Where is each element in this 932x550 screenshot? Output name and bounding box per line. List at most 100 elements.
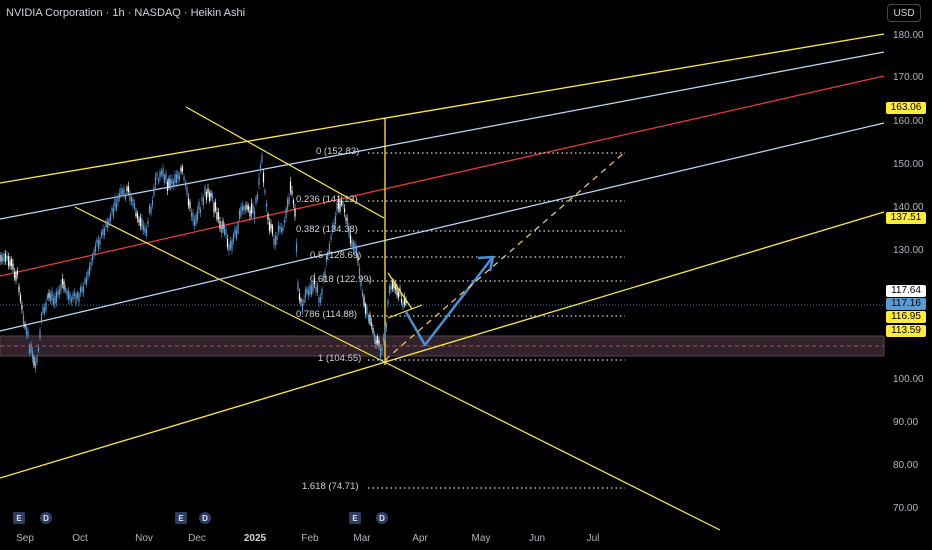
- dividend-marker[interactable]: D: [40, 512, 52, 524]
- candle-body: [52, 298, 55, 305]
- candle-body: [198, 201, 200, 211]
- wedge-upper: [387, 272, 413, 310]
- candle-body: [246, 204, 248, 210]
- candle-body: [366, 306, 368, 315]
- candle-body: [45, 302, 47, 311]
- candle-body: [121, 190, 124, 195]
- candle-body: [90, 262, 92, 267]
- candle-body: [220, 225, 223, 234]
- candle-body: [285, 208, 287, 218]
- candle-body: [64, 288, 67, 292]
- candle-body: [352, 241, 355, 251]
- candle-body: [279, 226, 281, 230]
- candle-body: [67, 290, 70, 300]
- candle-body: [109, 214, 112, 221]
- currency-button[interactable]: USD: [887, 4, 921, 22]
- candle-body: [177, 172, 179, 180]
- candle-body: [219, 221, 221, 229]
- candle-body: [228, 245, 230, 251]
- candle-body: [163, 175, 166, 183]
- candle-body: [115, 202, 118, 210]
- candle-body: [46, 294, 49, 299]
- candle-body: [217, 212, 220, 220]
- candle-body: [336, 203, 338, 211]
- fib-level-label: 1.618 (74.71): [302, 481, 359, 492]
- candle-body: [345, 217, 347, 221]
- candle-body: [207, 188, 209, 194]
- candle-body: [330, 235, 332, 240]
- candle-body: [283, 220, 286, 224]
- dividend-marker[interactable]: D: [376, 512, 388, 524]
- candle-body: [348, 226, 350, 236]
- candle-body: [208, 192, 211, 201]
- candle-body: [141, 218, 143, 229]
- fib-lines: [368, 152, 625, 489]
- candle-body: [118, 193, 121, 199]
- candle-body: [97, 240, 100, 249]
- time-tick: Feb: [301, 533, 319, 544]
- candle-body: [135, 212, 137, 217]
- candle-body: [321, 288, 323, 296]
- candle-body: [43, 307, 46, 314]
- candle-body: [214, 201, 217, 211]
- candle-body: [310, 285, 313, 296]
- candle-body: [210, 192, 212, 197]
- candle-body: [117, 194, 119, 203]
- time-tick: Nov: [135, 533, 153, 544]
- candle-body: [79, 287, 82, 293]
- earnings-marker[interactable]: E: [13, 512, 25, 524]
- candle-body: [120, 188, 122, 196]
- candle-body: [126, 186, 128, 191]
- candle-body: [18, 286, 20, 292]
- candle-body: [247, 205, 250, 210]
- candle-body: [232, 234, 235, 242]
- earnings-marker[interactable]: E: [349, 512, 361, 524]
- candle-body: [372, 328, 374, 333]
- earnings-marker[interactable]: E: [175, 512, 187, 524]
- candle-body: [111, 208, 113, 212]
- candle-body: [6, 255, 8, 260]
- candle-body: [327, 252, 329, 256]
- candle-body: [58, 289, 61, 295]
- candle-body: [258, 178, 260, 185]
- price-badge: 163.06: [886, 102, 926, 114]
- symbol-title: NVIDIA Corporation · 1h · NASDAQ · Heiki…: [6, 7, 246, 19]
- candle-body: [264, 189, 266, 194]
- candle-body: [361, 291, 364, 296]
- candle-body: [211, 194, 214, 199]
- candle-body: [322, 274, 325, 281]
- candle-body: [9, 261, 11, 267]
- candle-body: [282, 227, 284, 231]
- candle-body: [172, 180, 175, 186]
- candle-body: [151, 200, 154, 205]
- candle-body: [156, 173, 158, 177]
- dividend-marker[interactable]: D: [199, 512, 211, 524]
- candle-body: [261, 155, 263, 162]
- candle-body: [150, 206, 152, 214]
- candle-body: [42, 306, 44, 314]
- candle-body: [139, 217, 142, 226]
- candle-body: [397, 291, 400, 298]
- candle-body: [93, 250, 95, 255]
- candle-body: [87, 270, 89, 277]
- candle-body: [159, 171, 161, 179]
- candle-body: [168, 178, 170, 188]
- candle-body: [259, 164, 262, 171]
- candle-body: [240, 206, 242, 217]
- candle-body: [81, 286, 83, 292]
- candle-body: [238, 210, 241, 219]
- candle-body: [54, 296, 56, 304]
- candle-body: [343, 208, 346, 213]
- candle-body: [114, 197, 116, 207]
- channel-mid-red: [0, 75, 885, 277]
- candle-body: [201, 197, 203, 201]
- candle-body: [24, 323, 26, 328]
- candle-body: [213, 203, 215, 213]
- candle-body: [256, 194, 259, 200]
- candle-body: [382, 337, 385, 342]
- candle-body: [309, 284, 311, 295]
- candle-body: [0, 254, 2, 262]
- candle-body: [253, 210, 256, 219]
- candle-body: [277, 225, 280, 232]
